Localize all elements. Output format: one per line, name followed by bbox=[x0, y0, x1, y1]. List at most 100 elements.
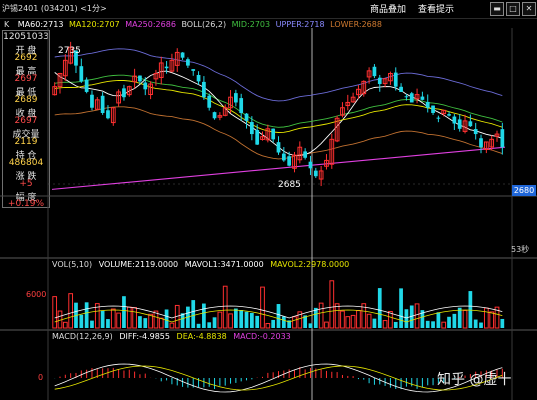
candle-body-up bbox=[228, 96, 233, 109]
quote-panel: 12051033 开 盘 2692 最 高 2697 最 低 2689 收 盘 … bbox=[2, 30, 50, 209]
candle-body-up bbox=[329, 138, 335, 165]
candle-body-up bbox=[494, 133, 500, 137]
candle-body-down bbox=[249, 122, 254, 135]
candle-body-down bbox=[239, 98, 244, 113]
volume-bar bbox=[324, 321, 329, 329]
volume-bar bbox=[153, 310, 159, 329]
menu-add-commodity[interactable]: 商品叠加 bbox=[370, 5, 407, 15]
macd-axis-label: 0 bbox=[38, 373, 43, 382]
change-label: 涨 跌 bbox=[15, 172, 37, 182]
candle-body-down bbox=[436, 117, 441, 119]
candle-body-up bbox=[148, 83, 153, 95]
volume-bar bbox=[217, 311, 223, 329]
candle-body-up bbox=[68, 46, 74, 64]
volume-bar bbox=[110, 308, 116, 329]
volume-bar bbox=[68, 293, 74, 329]
volume-bar bbox=[228, 313, 233, 329]
volume-bar bbox=[393, 321, 398, 328]
volume-bar bbox=[116, 312, 121, 329]
volume-bar bbox=[191, 300, 196, 328]
volume-bar bbox=[249, 312, 254, 328]
candle-body-down bbox=[409, 93, 414, 103]
volume-bar bbox=[452, 313, 457, 328]
watermark: 知乎 @虚十 bbox=[437, 372, 512, 388]
candle-body-up bbox=[297, 146, 303, 161]
candle-body-up bbox=[388, 73, 393, 82]
candle-body-down bbox=[196, 74, 201, 82]
candles bbox=[52, 41, 505, 187]
high-marker-label: 2735 bbox=[58, 46, 81, 56]
volume-bar bbox=[196, 323, 201, 328]
volume-bar bbox=[500, 318, 505, 328]
volume-bar bbox=[409, 305, 414, 328]
macd-indicator-header: MACD(12,26,9) DIFF:-4.9855 DEA:-4.8838 M… bbox=[52, 332, 291, 341]
maximize-icon[interactable]: □ bbox=[506, 2, 520, 16]
candle-body-down bbox=[372, 66, 377, 77]
candle-body-up bbox=[324, 159, 329, 167]
candle-body-down bbox=[138, 75, 142, 82]
boll-upper-value: UPPER:2718 bbox=[275, 20, 325, 29]
candle-body-up bbox=[292, 154, 297, 169]
volume-bar bbox=[255, 315, 260, 328]
volume-bar bbox=[94, 303, 100, 329]
candle-body-up bbox=[132, 75, 137, 83]
candle-body-down bbox=[255, 130, 260, 145]
quote-time: 12051033 bbox=[3, 32, 49, 42]
mavol1-line bbox=[54, 305, 503, 319]
minimize-icon[interactable]: ▬ bbox=[490, 2, 504, 16]
candle-body-down bbox=[377, 77, 382, 85]
candle-body-down bbox=[468, 121, 473, 127]
mavol1-value: MAVOL1:3471.0000 bbox=[184, 260, 264, 269]
candle-body-down bbox=[164, 66, 169, 69]
candle-body-down bbox=[303, 151, 308, 158]
diff-value: DIFF:-4.9855 bbox=[119, 332, 170, 341]
macd-dea-line bbox=[54, 365, 503, 391]
candle-body-up bbox=[110, 107, 116, 124]
candle-body-up bbox=[153, 73, 159, 80]
volume-bar bbox=[148, 313, 153, 329]
candle-body-down bbox=[452, 116, 457, 124]
macd-histogram bbox=[54, 363, 503, 393]
candle-body-up bbox=[414, 94, 420, 100]
candle-body-up bbox=[260, 136, 265, 140]
volume-bar bbox=[169, 322, 175, 329]
boll-mid-value: MID:2703 bbox=[231, 20, 271, 29]
volume-bar bbox=[479, 322, 483, 328]
candle-body-down bbox=[457, 119, 462, 129]
volume-bar bbox=[431, 321, 435, 328]
candle-body-up bbox=[361, 80, 367, 95]
window-title: 沪锡2401 (034201) <1分> bbox=[2, 4, 107, 13]
volume-bar bbox=[366, 313, 372, 329]
volume-bar bbox=[126, 306, 132, 329]
volume-bar bbox=[132, 307, 137, 329]
volume-bar bbox=[212, 317, 217, 328]
menu-view-tip[interactable]: 查看提示 bbox=[418, 5, 455, 15]
volume-bar bbox=[468, 291, 473, 328]
close-icon[interactable]: ✕ bbox=[522, 2, 536, 16]
title-bar: 沪锡2401 (034201) <1分> 商品叠加 查看提示 ▬ □ ✕ bbox=[0, 0, 537, 19]
candle-body-up bbox=[169, 59, 175, 72]
open-label: 开 盘 bbox=[15, 46, 37, 56]
candle-body-down bbox=[313, 170, 318, 177]
volume-bars bbox=[52, 280, 505, 329]
volume-indicator-header: VOL(5,10) VOLUME:2119.0000 MAVOL1:3471.0… bbox=[52, 260, 349, 269]
high-label: 最 高 bbox=[15, 67, 37, 77]
volume-bar bbox=[79, 314, 84, 328]
volume-bar bbox=[404, 309, 409, 328]
candle-body-up bbox=[62, 59, 68, 77]
volume-bar bbox=[447, 316, 451, 328]
volume-bar bbox=[462, 309, 468, 329]
candle-body-down bbox=[202, 81, 206, 98]
candle-body-down bbox=[233, 93, 238, 103]
candle-body-up bbox=[318, 170, 324, 180]
change-value: +5 bbox=[19, 179, 33, 189]
candle-body-up bbox=[126, 86, 132, 96]
candle-body-down bbox=[431, 105, 435, 113]
macd-label: MACD(12,26,9) bbox=[52, 332, 113, 341]
candle-body-down bbox=[106, 110, 110, 119]
volume-bar bbox=[276, 304, 281, 328]
volume-bar bbox=[100, 310, 105, 328]
low-label: 最 低 bbox=[15, 88, 37, 98]
volume-bar bbox=[84, 302, 89, 328]
